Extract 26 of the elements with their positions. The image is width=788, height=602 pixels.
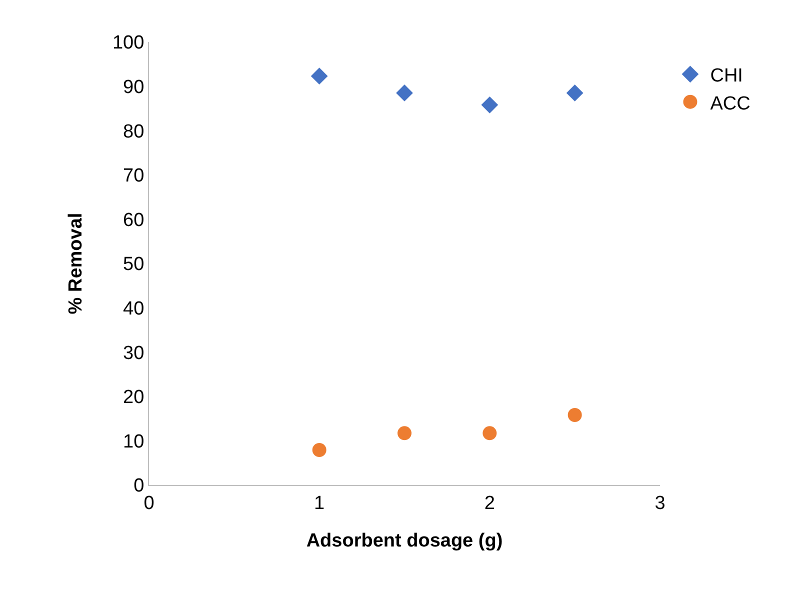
point [396, 84, 413, 102]
point [482, 426, 497, 440]
point [310, 68, 328, 85]
y-tick-label: 20 [123, 387, 144, 408]
y-tick-label: 90 [123, 76, 144, 98]
y-tick-label: 10 [123, 431, 144, 452]
point [568, 408, 582, 422]
y-tick-label: 80 [123, 121, 144, 142]
legend-label: ACC [710, 93, 750, 114]
point [481, 96, 498, 114]
y-tick-label: 30 [123, 342, 144, 364]
y-axis-title: % Removal [65, 212, 86, 314]
y-tick-label: 70 [123, 166, 144, 187]
y-tick-label: 0 [134, 476, 144, 497]
y-tick-label: 40 [123, 298, 144, 320]
x-tick-label: 3 [654, 492, 666, 514]
legend-label: CHI [710, 66, 743, 87]
point [398, 426, 412, 440]
y-tick-label: 60 [123, 210, 144, 231]
x-tick-label: 1 [314, 492, 325, 514]
point [312, 443, 326, 457]
y-tick-label: 50 [123, 254, 144, 276]
x-axis-title: Adsorbent dosage (g) [306, 530, 503, 552]
point [566, 84, 584, 102]
y-tick-label: 100 [112, 32, 144, 54]
x-tick-label: 2 [484, 492, 495, 514]
